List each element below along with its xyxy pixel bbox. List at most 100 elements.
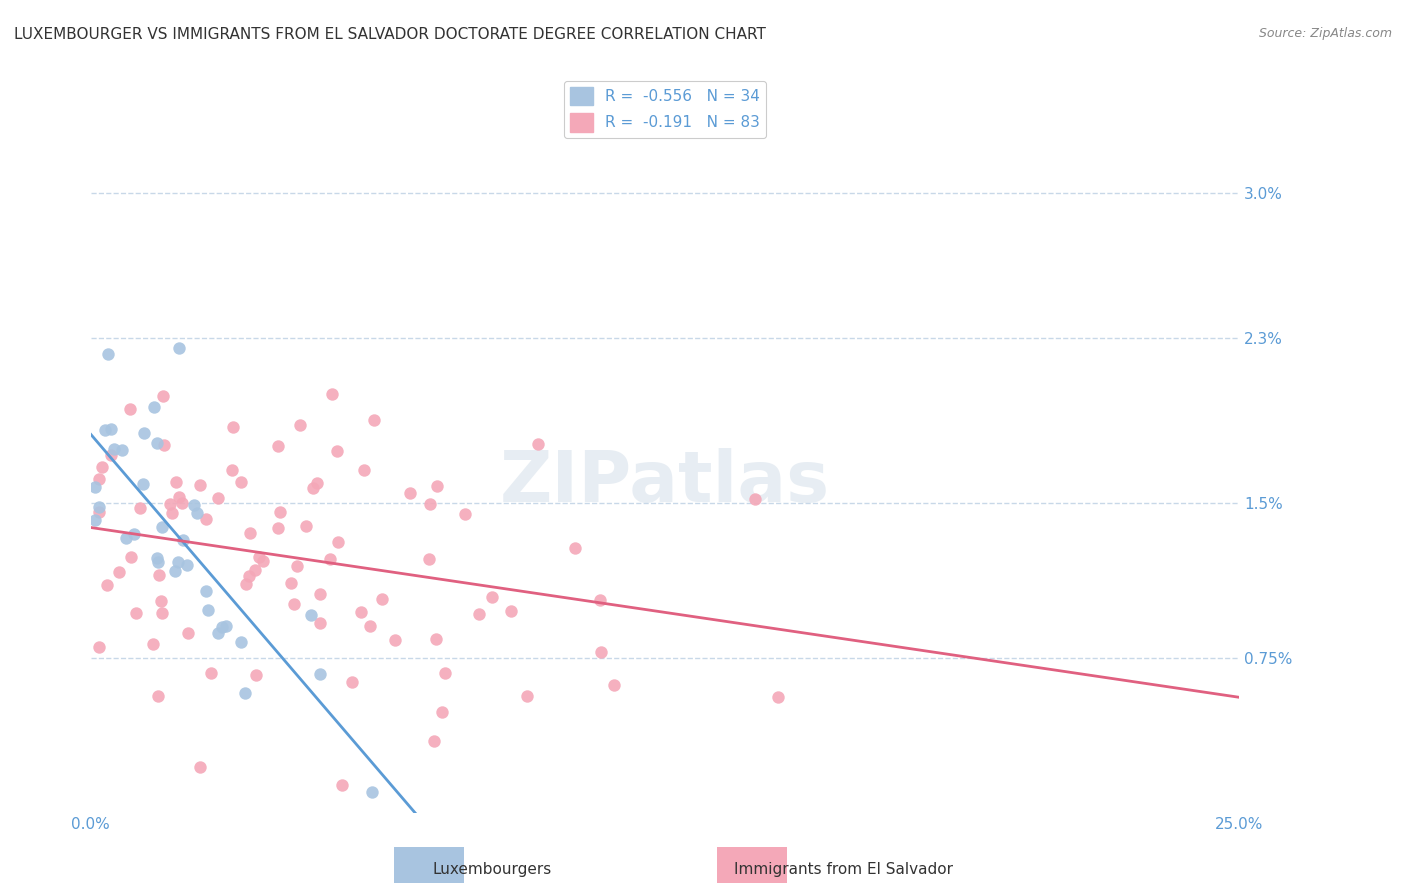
Point bbox=[294, 518, 316, 533]
Point bbox=[221, 463, 243, 477]
Point bbox=[100, 421, 122, 435]
Point bbox=[89, 472, 111, 486]
Legend: R =  -0.556   N = 34, R =  -0.191   N = 83: R = -0.556 N = 34, R = -0.191 N = 83 bbox=[564, 80, 766, 137]
Point bbox=[159, 497, 181, 511]
Point bbox=[340, 675, 363, 690]
Point bbox=[118, 401, 141, 416]
Point bbox=[149, 594, 172, 608]
Point bbox=[152, 438, 174, 452]
Point bbox=[359, 619, 381, 633]
Point bbox=[87, 500, 110, 515]
Point bbox=[430, 705, 453, 719]
Text: Immigrants from El Salvador: Immigrants from El Salvador bbox=[734, 863, 953, 877]
Point bbox=[167, 491, 190, 505]
Point bbox=[371, 592, 394, 607]
Point bbox=[134, 426, 156, 441]
Point bbox=[603, 678, 626, 692]
Point bbox=[132, 477, 155, 491]
Point bbox=[195, 512, 218, 526]
Point bbox=[176, 558, 198, 573]
Point bbox=[122, 527, 145, 541]
Point bbox=[309, 666, 332, 681]
Point bbox=[125, 606, 148, 620]
Text: Source: ZipAtlas.com: Source: ZipAtlas.com bbox=[1258, 27, 1392, 40]
Point bbox=[527, 437, 550, 451]
Point bbox=[145, 551, 167, 566]
Point bbox=[148, 689, 170, 703]
Point bbox=[172, 533, 194, 547]
Point bbox=[238, 569, 260, 583]
Point bbox=[162, 506, 184, 520]
Point bbox=[207, 491, 229, 505]
Point bbox=[245, 668, 267, 682]
Point bbox=[744, 491, 766, 506]
Point bbox=[252, 554, 274, 568]
Point bbox=[229, 634, 252, 648]
Point bbox=[142, 636, 165, 650]
Point bbox=[243, 564, 266, 578]
Point bbox=[207, 625, 229, 640]
Point bbox=[419, 497, 441, 511]
Point bbox=[350, 605, 373, 619]
Point bbox=[231, 475, 253, 489]
Point bbox=[200, 666, 222, 681]
Point bbox=[422, 734, 444, 748]
Point bbox=[84, 513, 107, 527]
Point bbox=[299, 608, 322, 623]
Point bbox=[425, 632, 447, 646]
Point bbox=[321, 387, 343, 401]
Point bbox=[247, 549, 270, 564]
Point bbox=[97, 347, 120, 361]
Point bbox=[108, 566, 131, 580]
Point bbox=[89, 640, 111, 655]
Point bbox=[93, 423, 115, 437]
Point bbox=[172, 496, 194, 510]
Point bbox=[215, 619, 238, 633]
Point bbox=[353, 463, 375, 477]
Point bbox=[399, 485, 422, 500]
Point bbox=[186, 507, 208, 521]
Point bbox=[326, 443, 349, 458]
Point bbox=[165, 564, 187, 578]
Point bbox=[194, 584, 217, 599]
Point bbox=[145, 435, 167, 450]
Point bbox=[129, 501, 152, 516]
Point bbox=[165, 475, 187, 489]
Text: LUXEMBOURGER VS IMMIGRANTS FROM EL SALVADOR DOCTORATE DEGREE CORRELATION CHART: LUXEMBOURGER VS IMMIGRANTS FROM EL SALVA… bbox=[14, 27, 766, 42]
Point bbox=[87, 505, 110, 519]
Point bbox=[84, 480, 107, 494]
Point bbox=[766, 690, 789, 704]
Point bbox=[516, 689, 538, 703]
Text: ZIPatlas: ZIPatlas bbox=[501, 448, 830, 516]
Point bbox=[103, 442, 125, 457]
Point bbox=[481, 590, 503, 604]
Point bbox=[239, 525, 262, 540]
Point bbox=[288, 418, 311, 433]
Point bbox=[190, 760, 212, 774]
Point bbox=[589, 644, 612, 658]
Point bbox=[280, 576, 302, 591]
Point bbox=[326, 535, 349, 549]
Point bbox=[111, 442, 134, 457]
Point bbox=[589, 592, 612, 607]
Point bbox=[233, 686, 256, 700]
Point bbox=[307, 475, 329, 490]
Point bbox=[150, 607, 173, 621]
Point bbox=[418, 552, 440, 566]
Point bbox=[433, 666, 456, 681]
Point bbox=[267, 439, 290, 453]
Text: Luxembourgers: Luxembourgers bbox=[433, 863, 551, 877]
Point bbox=[221, 419, 243, 434]
Point bbox=[363, 413, 385, 427]
Point bbox=[361, 785, 384, 799]
Point bbox=[499, 604, 522, 618]
Point bbox=[269, 505, 291, 519]
Point bbox=[167, 341, 190, 355]
Point bbox=[143, 400, 166, 414]
Point bbox=[267, 521, 290, 535]
Point bbox=[308, 586, 330, 600]
Point bbox=[384, 633, 406, 648]
Point bbox=[183, 499, 205, 513]
Point bbox=[100, 448, 122, 462]
Point bbox=[166, 555, 188, 569]
